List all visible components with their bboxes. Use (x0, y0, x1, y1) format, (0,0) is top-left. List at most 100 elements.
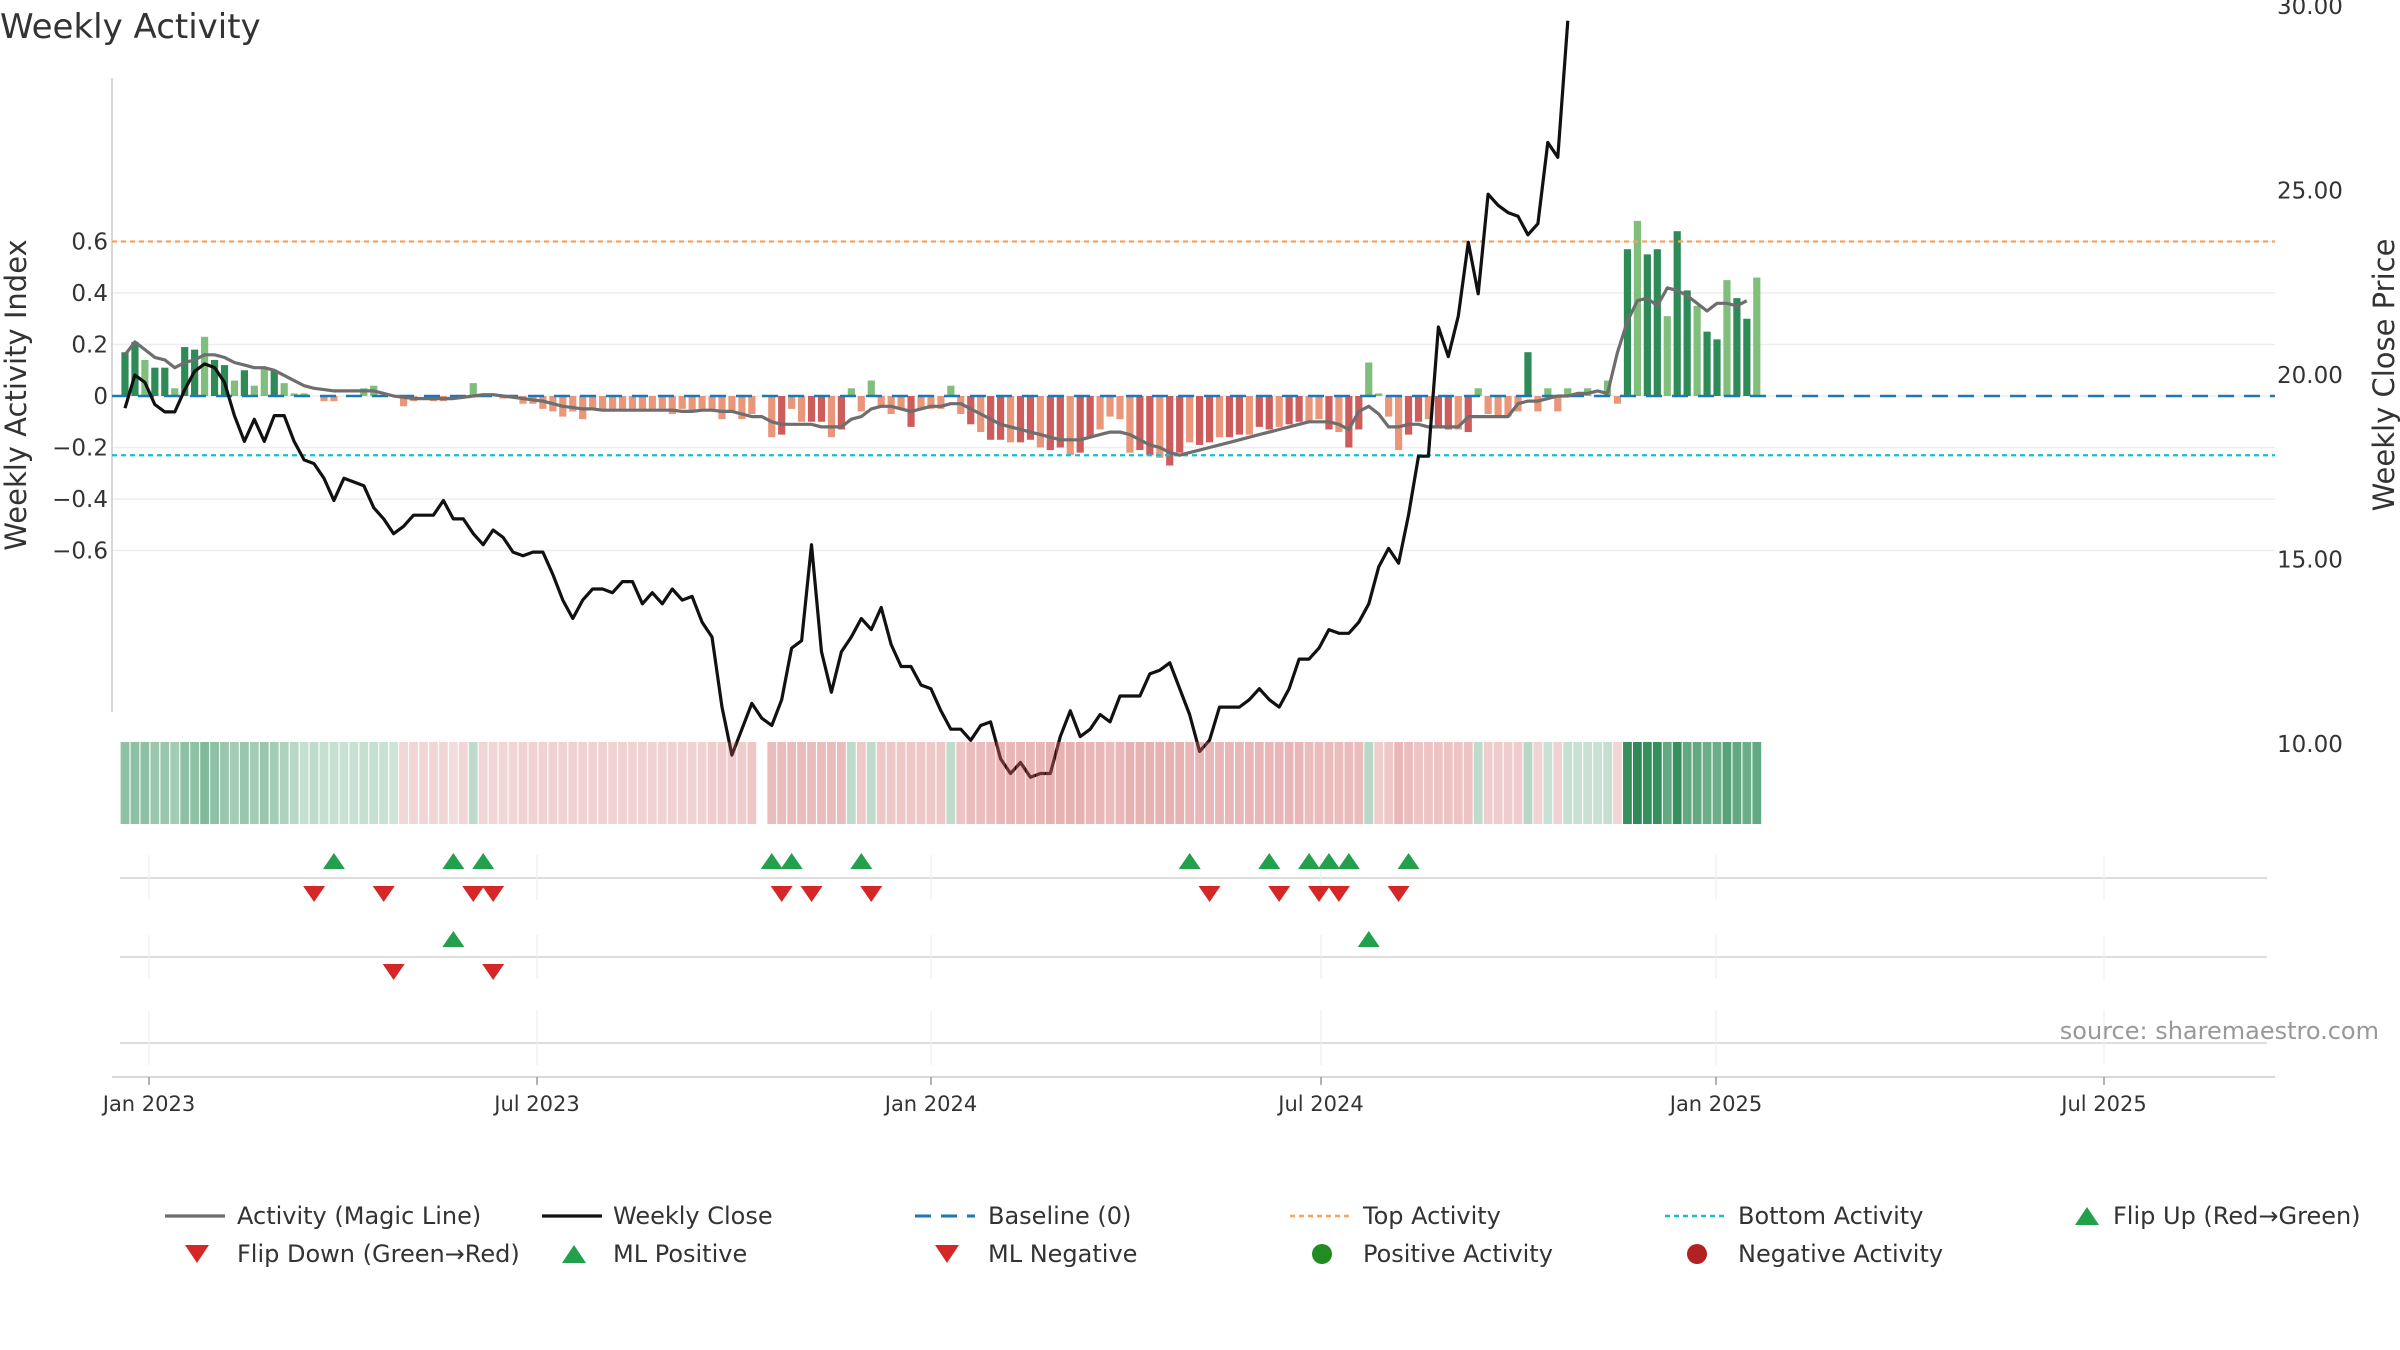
flip-up-marker (1178, 853, 1201, 869)
activity-bar (280, 383, 288, 396)
heat-cell (856, 742, 866, 824)
flip-up-marker (780, 853, 803, 869)
flip-down-marker (1308, 886, 1330, 902)
activity-bar (1036, 396, 1044, 448)
heat-cell (389, 742, 399, 824)
activity-bar (638, 396, 646, 409)
flip-down-marker (800, 886, 823, 902)
activity-bar (1395, 396, 1403, 451)
activity-bar (1275, 396, 1283, 427)
y-tick-label: 0.6 (71, 230, 108, 256)
heat-cell (1672, 742, 1682, 824)
activity-bar (1335, 396, 1343, 433)
flip-up-marker (1397, 853, 1420, 869)
heat-cell (1443, 742, 1453, 824)
heat-cell (657, 742, 667, 824)
heat-cell (727, 742, 737, 824)
activity-bar (847, 388, 855, 396)
activity-bar (270, 370, 278, 396)
activity-bar (1484, 396, 1492, 415)
heat-cell (439, 742, 448, 824)
heat-cell (618, 742, 627, 824)
heat-cell (399, 742, 408, 824)
heat-cell (1135, 742, 1145, 824)
activity-bar (1653, 249, 1661, 396)
heat-cell (846, 742, 856, 824)
heat-cell (1702, 742, 1712, 824)
heat-cell (628, 742, 637, 824)
y2-axis-label: Weekly Close Price (2367, 239, 2400, 512)
activity-bar (151, 367, 159, 396)
y2-tick-label: 25.00 (2277, 179, 2343, 205)
activity-bar (927, 396, 935, 409)
heat-cell (160, 742, 170, 824)
heat-cell (1344, 742, 1354, 824)
activity-bar (1126, 396, 1134, 453)
activity-bar (1225, 396, 1234, 438)
heat-cell (787, 742, 797, 824)
heat-cell (767, 742, 777, 824)
event-panels (120, 853, 2267, 1065)
activity-bar (1186, 396, 1194, 443)
activity-bar (1733, 298, 1741, 396)
heat-cell (170, 742, 180, 824)
activity-bar (1205, 396, 1214, 443)
heat-cell (1493, 742, 1503, 824)
heat-cell (1254, 742, 1264, 824)
heat-cell (1294, 742, 1304, 824)
flip-down-marker (1387, 886, 1410, 902)
legend-label: Positive Activity (1363, 1240, 1553, 1268)
heat-cell (538, 742, 548, 824)
activity-bar (768, 396, 776, 438)
y-tick-label: 0 (93, 384, 108, 410)
flip-down-marker (1198, 886, 1221, 902)
activity-bar (618, 396, 627, 409)
heat-cell (1384, 742, 1394, 824)
activity-bar (1046, 396, 1054, 451)
legend-swatch (1312, 1244, 1332, 1264)
activity-bar (250, 385, 258, 396)
ml-positive-marker (1357, 931, 1380, 947)
y-tick-label: −0.4 (52, 487, 108, 513)
heat-cell (777, 742, 787, 824)
heat-cell (1185, 742, 1195, 824)
legend-label: Bottom Activity (1738, 1202, 1923, 1230)
activity-bar (1693, 305, 1701, 396)
activity-bar (1723, 280, 1731, 396)
activity-bar (807, 396, 816, 422)
heat-cell (827, 742, 836, 824)
legend-swatch (185, 1245, 209, 1263)
legend-label: ML Negative (988, 1240, 1137, 1268)
heat-cell (1503, 742, 1513, 824)
heat-cell (339, 742, 349, 824)
heat-cell (578, 742, 588, 824)
heat-cell (647, 742, 657, 824)
activity-bar (1743, 318, 1751, 396)
heat-cell (1284, 742, 1294, 824)
heat-cell (1633, 742, 1642, 824)
heat-cell (1016, 742, 1025, 824)
activity-bar (181, 347, 189, 396)
activity-bar (161, 367, 169, 396)
activity-bar (1295, 396, 1303, 422)
source-credit: source: sharemaestro.com (2060, 1017, 2379, 1045)
legend-entry: Weekly Close (542, 1202, 773, 1230)
activity-bar (1633, 220, 1641, 396)
heat-cell (717, 742, 727, 824)
activity-bar (1255, 396, 1263, 427)
heat-cell (409, 742, 418, 824)
heat-cell (1613, 742, 1622, 824)
flip-up-marker (760, 853, 783, 869)
heat-cell (1215, 742, 1224, 824)
activity-bar (1265, 396, 1273, 430)
activity-bar (708, 396, 716, 412)
heat-cell (1165, 742, 1175, 824)
heat-cell (837, 742, 846, 824)
legend-entry: Positive Activity (1312, 1240, 1553, 1268)
y2-tick-label: 20.00 (2277, 363, 2343, 389)
activity-bar (240, 370, 248, 396)
activity-bar (1534, 396, 1542, 412)
activity-bar (1305, 396, 1313, 422)
heat-cell (1065, 742, 1075, 824)
heat-cell (737, 742, 747, 824)
